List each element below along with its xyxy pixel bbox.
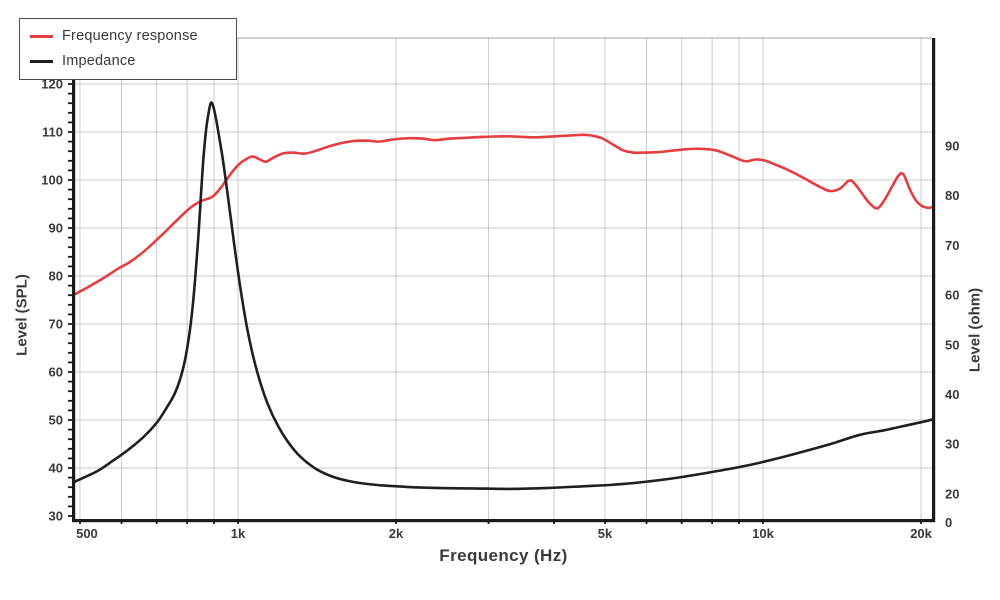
legend-item-impedance: Impedance <box>30 50 226 72</box>
y-left-tick-label: 50 <box>49 413 63 428</box>
legend-label: Impedance <box>62 53 136 69</box>
frequency-response-curve <box>75 133 932 296</box>
y-right-axis-title: Level (ohm) <box>966 287 984 373</box>
y-right-tick-label: 90 <box>945 139 959 154</box>
y-left-tick-label: 100 <box>41 173 63 188</box>
y-right-tick-label: 40 <box>945 387 959 402</box>
x-axis-title: Frequency (Hz) <box>439 546 568 565</box>
y-left-tick-label: 40 <box>49 461 63 476</box>
impedance-line-swatch <box>30 59 53 63</box>
x-axis-line <box>72 519 935 523</box>
y-right-tick-label: 0 <box>945 515 952 530</box>
y-right-tick-label: 20 <box>945 486 959 501</box>
y-left-tick-label: 30 <box>49 509 63 524</box>
y-left-tick-label: 120 <box>41 77 63 92</box>
x-tick-label: 20k <box>910 526 932 541</box>
y-left-tick-label: 110 <box>42 125 63 140</box>
legend-label: Frequency response <box>62 28 198 44</box>
x-tick-label: 5k <box>598 526 613 541</box>
y-right-tick-label: 30 <box>945 437 959 452</box>
y-right-tick-label: 50 <box>945 337 959 352</box>
y-right-tick-label: 70 <box>945 238 959 253</box>
x-tick-label: 1k <box>231 526 246 541</box>
y-left-tick-label: 70 <box>49 317 63 332</box>
legend-box: Frequency response Impedance <box>19 18 237 80</box>
y-left-axis-line <box>72 38 76 522</box>
legend-item-frequency-response: Frequency response <box>30 25 226 47</box>
y-left-tick-label: 60 <box>49 365 63 380</box>
y-left-tick-label: 90 <box>49 221 63 236</box>
y-left-tick-label: 80 <box>49 269 63 284</box>
y-right-tick-label: 80 <box>945 188 959 203</box>
y-right-axis-line <box>932 38 936 522</box>
y-right-tick-label: 60 <box>945 288 959 303</box>
x-tick-label: 2k <box>389 526 404 541</box>
impedance-curve <box>75 101 932 491</box>
x-tick-label: 10k <box>752 526 774 541</box>
x-tick-label: 500 <box>76 526 98 541</box>
frequency-response-line-swatch <box>30 34 53 38</box>
y-left-axis-title: Level (SPL) <box>13 274 31 356</box>
